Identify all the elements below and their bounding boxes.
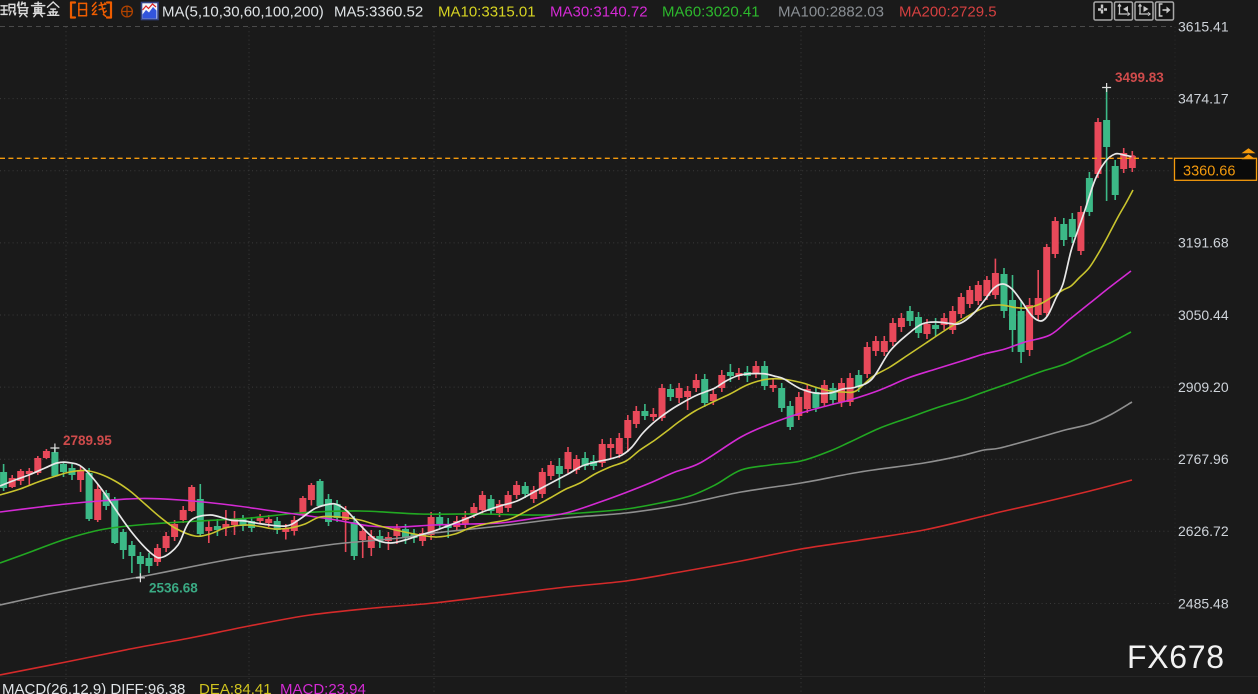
svg-text:MA10:3315.01: MA10:3315.01 [438, 4, 536, 21]
svg-text:3474.17: 3474.17 [1178, 90, 1229, 106]
svg-text:2536.68: 2536.68 [149, 581, 198, 596]
svg-text:DEA:84.41: DEA:84.41 [199, 681, 272, 694]
svg-text:2909.20: 2909.20 [1178, 379, 1229, 395]
svg-text:2789.95: 2789.95 [63, 433, 112, 448]
svg-text:MA60:3020.41: MA60:3020.41 [662, 4, 760, 21]
svg-text:2485.48: 2485.48 [1178, 595, 1229, 611]
svg-text:3360.66: 3360.66 [1183, 163, 1235, 179]
svg-text:FX678: FX678 [1127, 639, 1227, 675]
svg-text:3615.41: 3615.41 [1178, 18, 1229, 34]
svg-text:MA200:2729.5: MA200:2729.5 [899, 4, 997, 21]
svg-text:3191.68: 3191.68 [1178, 235, 1229, 251]
svg-text:2767.96: 2767.96 [1178, 451, 1229, 467]
svg-text:MA30:3140.72: MA30:3140.72 [550, 4, 648, 21]
svg-text:3499.83: 3499.83 [1115, 70, 1164, 85]
svg-text:MACD:23.94: MACD:23.94 [280, 681, 366, 694]
svg-text:2626.72: 2626.72 [1178, 523, 1229, 539]
svg-text:3050.44: 3050.44 [1178, 307, 1229, 323]
svg-text:MA5:3360.52: MA5:3360.52 [334, 4, 423, 21]
svg-text:MACD(26,12,9) DIFF:96.38: MACD(26,12,9) DIFF:96.38 [2, 681, 185, 694]
svg-text:MA(5,10,30,60,100,200): MA(5,10,30,60,100,200) [162, 4, 324, 21]
svg-text:MA100:2882.03: MA100:2882.03 [778, 4, 884, 21]
